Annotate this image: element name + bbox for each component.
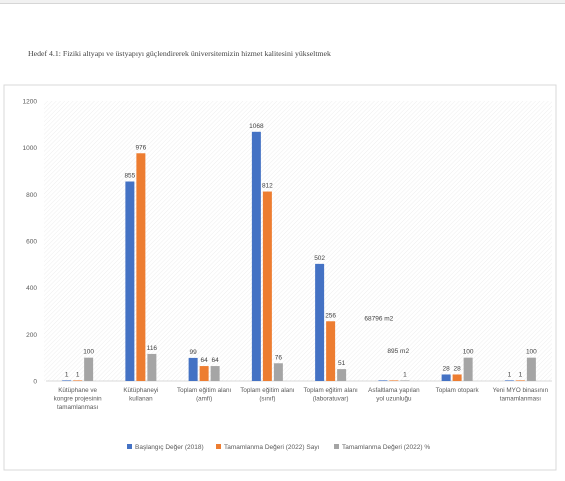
bar-baseline-3: [251, 131, 261, 381]
category-label-line: Kütüphane ve: [58, 387, 97, 394]
bar-target-count-7: [515, 380, 525, 381]
bar-target-percent-7: [526, 357, 536, 381]
data-label: 100: [83, 349, 94, 356]
category-label-line: Toplam otopark: [436, 387, 480, 394]
category-label: Kütüphane ve kongre projesinin tamamlanmas…: [54, 387, 102, 411]
bar-target-percent-2: [210, 366, 220, 381]
bar-baseline-7: [504, 380, 514, 381]
legend-entry: Tamamlanma Değeri (2022) %: [342, 444, 430, 451]
data-label: 28: [454, 365, 462, 372]
category-label: Toplam otopark: [436, 387, 480, 394]
data-label: 64: [212, 357, 220, 364]
y-tick-label: 200: [26, 332, 37, 339]
category-label-line: Yeni MYO binasının: [493, 387, 549, 394]
bar-baseline-1: [125, 181, 135, 381]
bar-target-percent-4: [337, 369, 347, 381]
bar-target-percent-5: [400, 380, 410, 381]
bar-target-count-4: [326, 321, 336, 381]
bar-baseline-2: [188, 357, 198, 381]
data-label: 64: [201, 357, 209, 364]
bar-target-count-0: [73, 380, 83, 381]
category-label: Kütüphaneyi kullanan: [123, 387, 158, 403]
y-tick-label: 1000: [23, 145, 38, 152]
category-label-line: yol uzunluğu: [376, 396, 412, 403]
data-label: 895 m2: [387, 348, 409, 355]
category-label-line: Toplam eğitim alanı: [240, 387, 294, 394]
data-label: 812: [262, 183, 273, 190]
page-top-rule: [0, 0, 565, 4]
bar-target-percent-6: [463, 357, 473, 381]
legend-swatch: [334, 444, 339, 449]
bar-target-percent-1: [147, 353, 157, 381]
category-label-line: (amfi): [196, 396, 212, 403]
y-tick-label: 1200: [23, 99, 38, 106]
bar-baseline-4: [315, 263, 325, 381]
data-label: 100: [526, 349, 537, 356]
bar-target-percent-3: [273, 363, 283, 381]
bar-target-count-3: [262, 191, 272, 381]
category-label: Yeni MYO binasının tamamlanması: [493, 387, 549, 403]
data-label: 1: [519, 371, 523, 378]
y-tick-label: 0: [33, 379, 37, 386]
bar-target-count-6: [452, 374, 462, 381]
bar-baseline-6: [441, 374, 451, 381]
y-tick-label: 400: [26, 285, 37, 292]
data-label: 99: [190, 349, 198, 356]
legend-entry: Tamamlanma Değeri (2022) Sayı: [224, 444, 320, 451]
category-label-line: kongre projesinin: [54, 396, 102, 403]
data-label: 1: [65, 371, 69, 378]
category-label-line: Toplam eğitim alanı: [304, 387, 358, 394]
category-label: Toplam eğitim alanı (amfi): [177, 387, 231, 403]
legend-entry: Başlangıç Değer (2018): [135, 444, 204, 451]
data-label: 502: [314, 255, 325, 262]
bar-baseline-5: [378, 380, 388, 381]
category-label-line: (sınıf): [259, 396, 275, 403]
legend-swatch: [127, 444, 132, 449]
bar-target-count-1: [136, 153, 146, 381]
y-tick-label: 600: [26, 239, 37, 246]
data-label: 1: [508, 371, 512, 378]
data-label: 1068: [249, 123, 264, 130]
data-label: 256: [325, 312, 336, 319]
data-label: 116: [147, 345, 158, 352]
category-label: Toplam eğitim alanı (sınıf): [240, 387, 294, 403]
bar-target-percent-0: [84, 357, 94, 381]
category-label-line: Toplam eğitim alanı: [177, 387, 231, 394]
category-label-line: kullanan: [129, 396, 153, 403]
bar-target-count-5: [389, 380, 399, 381]
bar-target-count-2: [199, 366, 209, 381]
y-tick-label: 800: [26, 192, 37, 199]
data-label: 68796 m2: [364, 315, 393, 322]
data-label: 855: [124, 173, 135, 180]
category-label-line: tamamlanması: [57, 404, 99, 411]
plot-area-background: [44, 101, 552, 381]
category-label-line: Asfaltlama yapılan: [368, 387, 420, 394]
category-label: Toplam eğitim alanı (laboratuvar): [304, 387, 358, 403]
category-label: Asfaltlama yapılan yol uzunluğu: [368, 387, 420, 403]
bar-baseline-0: [62, 380, 72, 381]
data-label: 100: [463, 349, 474, 356]
category-label-line: tamamlanması: [500, 396, 542, 403]
category-label-line: (laboratuvar): [313, 396, 349, 403]
category-label-line: Kütüphaneyi: [123, 387, 158, 394]
data-label: 976: [135, 144, 146, 151]
legend-swatch: [216, 444, 221, 449]
data-label: 51: [338, 360, 346, 367]
data-label: 1: [76, 371, 80, 378]
data-label: 76: [275, 354, 283, 361]
data-label: 1: [403, 371, 407, 378]
goal-heading: Hedef 4.1: Fiziki altyapı ve üstyapıyı g…: [28, 49, 331, 58]
data-label: 28: [443, 365, 451, 372]
